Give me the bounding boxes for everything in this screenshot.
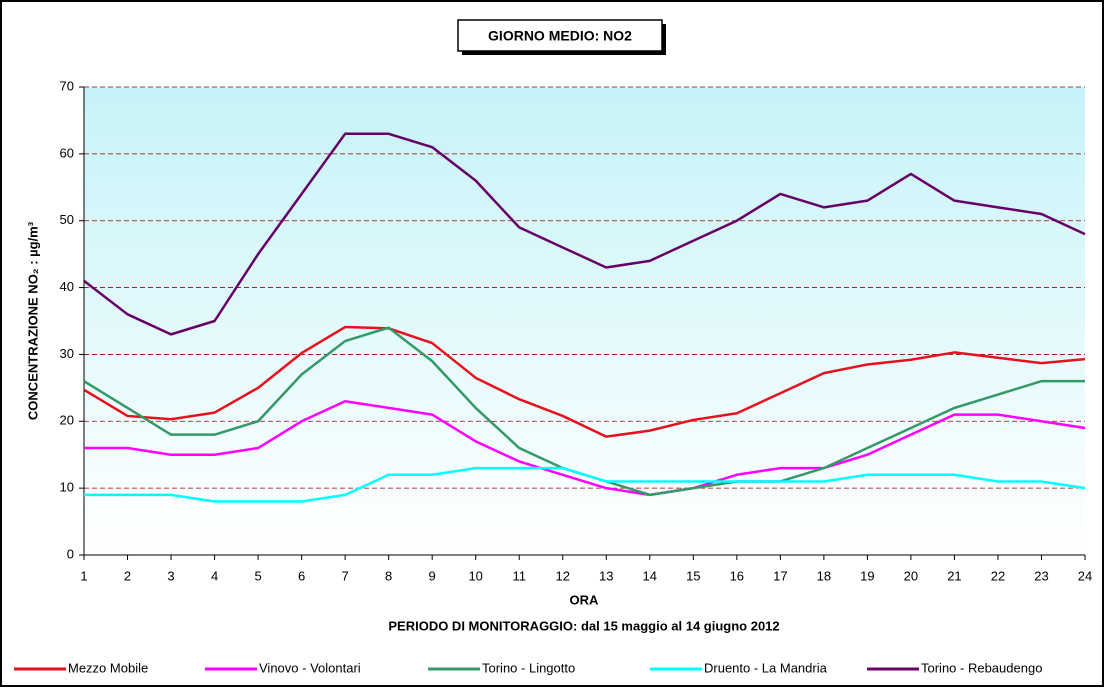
x-tick-label: 16 xyxy=(730,568,744,583)
legend-label: Mezzo Mobile xyxy=(68,660,148,675)
y-tick-label: 30 xyxy=(60,346,74,361)
x-tick-label: 15 xyxy=(686,568,700,583)
chart-title: GIORNO MEDIO: NO2 xyxy=(488,28,632,44)
x-tick-label: 17 xyxy=(773,568,787,583)
title-box xyxy=(457,19,663,52)
x-tick-label: 10 xyxy=(468,568,482,583)
x-tick-label: 9 xyxy=(429,568,436,583)
x-tick-label: 22 xyxy=(991,568,1005,583)
x-tick-label: 20 xyxy=(904,568,918,583)
series-line xyxy=(84,399,1086,497)
x-tick-label: 3 xyxy=(167,568,174,583)
x-tick-label: 24 xyxy=(1078,568,1092,583)
x-tick-label: 13 xyxy=(599,568,613,583)
series-line xyxy=(83,325,1086,438)
x-tick-label: 18 xyxy=(817,568,831,583)
y-tick-label: 50 xyxy=(60,212,74,227)
x-tick-label: 2 xyxy=(124,568,131,583)
x-axis-label: ORA xyxy=(570,592,600,607)
x-tick-label: 1 xyxy=(80,568,87,583)
x-tick-label: 19 xyxy=(860,568,874,583)
x-tick-label: 4 xyxy=(211,568,218,583)
x-tick-label: 14 xyxy=(643,568,657,583)
y-tick-label: 60 xyxy=(60,145,74,160)
plot-area xyxy=(84,87,1085,555)
y-tick-label: 20 xyxy=(60,413,74,428)
x-tick-label: 12 xyxy=(556,568,570,583)
x-tick-label: 23 xyxy=(1034,568,1048,583)
y-tick-label: 10 xyxy=(60,480,74,495)
x-tick-label: 11 xyxy=(512,568,526,583)
legend-label: Druento - La Mandria xyxy=(704,660,828,675)
x-tick-label: 7 xyxy=(342,568,349,583)
series-line xyxy=(83,132,1086,336)
y-tick-label: 70 xyxy=(60,78,74,93)
x-tick-label: 5 xyxy=(254,568,261,583)
subtitle: PERIODO DI MONITORAGGIO: dal 15 maggio a… xyxy=(388,618,779,633)
x-tick-label: 6 xyxy=(298,568,305,583)
y-axis-label: CONCENTRAZIONE NO₂ : µg/m³ xyxy=(25,221,40,420)
legend-label: Torino - Lingotto xyxy=(482,660,575,675)
x-tick-label: 21 xyxy=(947,568,961,583)
series-line xyxy=(84,466,1086,503)
y-tick-label: 40 xyxy=(60,279,74,294)
legend-label: Vinovo - Volontari xyxy=(259,660,361,675)
x-tick-label: 8 xyxy=(385,568,392,583)
y-tick-label: 0 xyxy=(67,546,74,561)
legend-label: Torino - Rebaudengo xyxy=(921,660,1042,675)
